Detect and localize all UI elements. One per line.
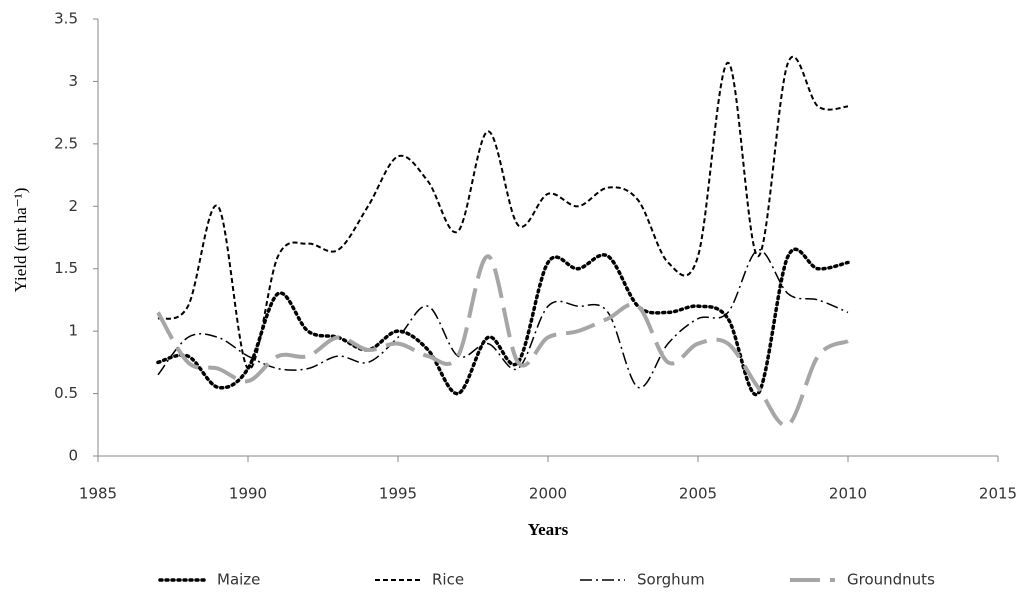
legend-label: Rice [432, 571, 464, 589]
y-tick-label: 1.5 [54, 259, 78, 277]
x-tick-label: 2015 [979, 485, 1017, 503]
series-line [156, 247, 850, 397]
y-tick-label: 2 [68, 197, 78, 215]
y-tick-label: 2.5 [54, 134, 78, 152]
x-tick-label: 2010 [829, 485, 867, 503]
legend-label: Sorghum [637, 571, 705, 589]
series-line [157, 249, 849, 389]
x-tick-label: 1990 [229, 485, 267, 503]
legend-label: Maize [217, 571, 260, 589]
x-tick-label: 2000 [529, 485, 567, 503]
y-tick-label: 3.5 [54, 10, 78, 28]
x-tick-label: 1995 [379, 485, 417, 503]
y-axis-label: Yield (mt ha⁻¹) [11, 188, 30, 293]
x-tick-label: 2005 [679, 485, 717, 503]
y-tick-label: 0.5 [54, 384, 78, 402]
x-axis-label: Years [528, 520, 569, 539]
x-tick-label: 1985 [79, 485, 117, 503]
legend-label: Groundnuts [847, 571, 935, 589]
y-tick-label: 3 [68, 72, 78, 90]
series-line [157, 55, 849, 370]
y-tick-label: 1 [68, 322, 78, 340]
series-line [156, 254, 849, 428]
y-tick-label: 0 [68, 447, 78, 465]
